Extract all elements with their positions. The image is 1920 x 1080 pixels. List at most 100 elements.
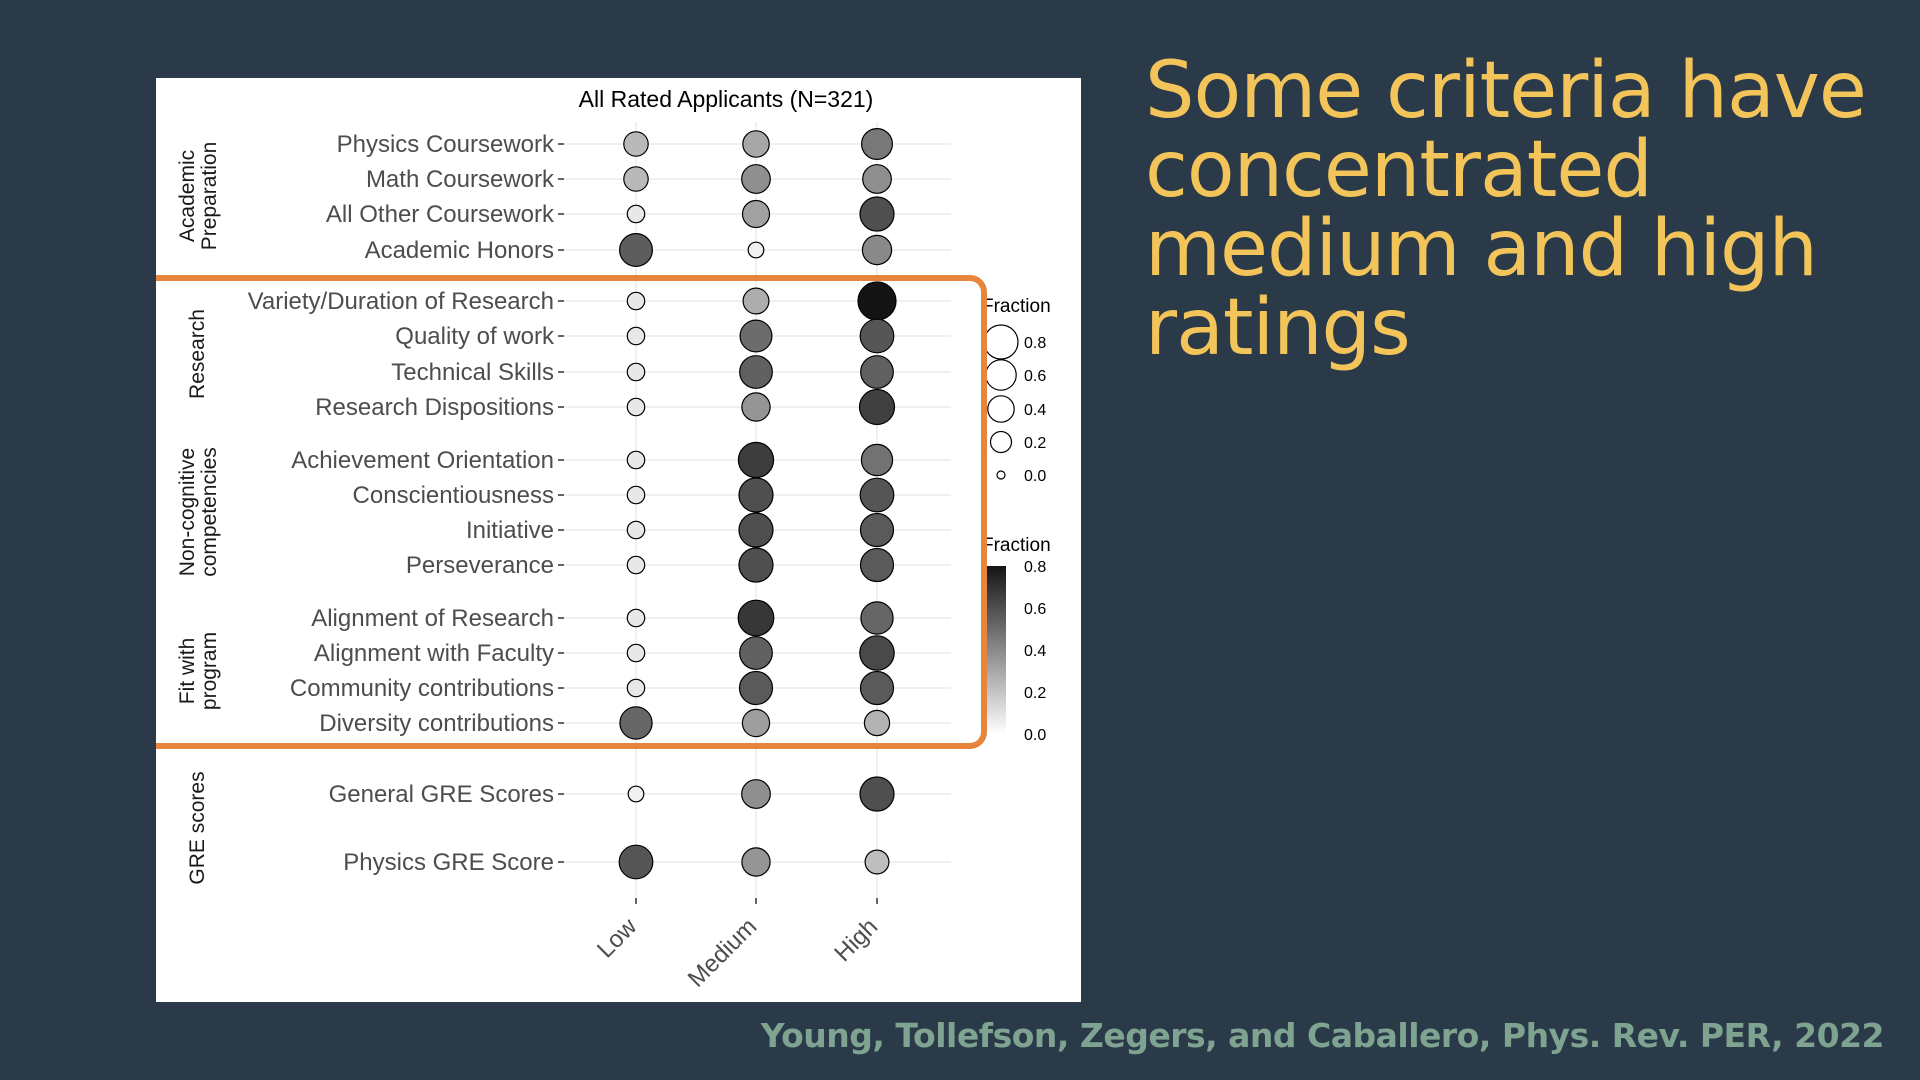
row-label: General GRE Scores bbox=[329, 781, 554, 808]
row-label: Achievement Orientation bbox=[291, 447, 554, 474]
bubble bbox=[741, 708, 771, 738]
size-legend-key bbox=[996, 470, 1006, 480]
bubble bbox=[738, 477, 774, 513]
bubble bbox=[859, 477, 895, 513]
bubble bbox=[626, 397, 646, 417]
row-label: Research Dispositions bbox=[315, 394, 554, 421]
bubble bbox=[741, 199, 771, 229]
bubble bbox=[626, 362, 646, 382]
color-legend-title: Fraction bbox=[982, 535, 1051, 556]
bubble bbox=[863, 709, 891, 737]
bubble bbox=[737, 599, 775, 637]
row-label: Alignment of Research bbox=[311, 605, 554, 632]
group-label: AcademicPreparation bbox=[176, 142, 221, 251]
size-legend-label: 0.6 bbox=[1024, 368, 1046, 385]
size-legend-key bbox=[987, 395, 1015, 423]
row-label: Technical Skills bbox=[391, 359, 554, 386]
bubble bbox=[859, 318, 895, 354]
row-label: Physics GRE Score bbox=[343, 849, 554, 876]
row-label: Conscientiousness bbox=[353, 482, 554, 509]
color-legend-label: 0.4 bbox=[1024, 643, 1046, 660]
group-label: GRE scores bbox=[186, 771, 209, 884]
bubble bbox=[626, 520, 646, 540]
bubble bbox=[739, 636, 773, 670]
bubble bbox=[739, 355, 773, 389]
row-label: Perseverance bbox=[406, 552, 554, 579]
size-legend-key bbox=[983, 324, 1019, 360]
bubble bbox=[623, 131, 649, 157]
bubble bbox=[860, 127, 893, 160]
bubble bbox=[739, 319, 773, 353]
row-label: Quality of work bbox=[395, 323, 555, 350]
bubble bbox=[737, 441, 775, 479]
bubble bbox=[626, 326, 646, 346]
bubble bbox=[618, 844, 654, 880]
bubble bbox=[742, 287, 770, 315]
x-tick-label: Low bbox=[592, 913, 643, 964]
bubble bbox=[626, 608, 646, 628]
bubble bbox=[857, 281, 897, 321]
bubble bbox=[738, 670, 774, 706]
row-label: Initiative bbox=[466, 517, 554, 544]
bubble bbox=[864, 849, 890, 875]
bubble bbox=[859, 547, 895, 583]
bubble bbox=[859, 776, 895, 812]
size-legend-key bbox=[989, 430, 1013, 454]
bubble bbox=[741, 779, 771, 809]
size-legend-key bbox=[985, 359, 1017, 391]
size-legend-title: Fraction bbox=[982, 296, 1051, 317]
bubble bbox=[626, 450, 646, 470]
size-legend-label: 0.0 bbox=[1024, 468, 1046, 485]
row-label: Diversity contributions bbox=[319, 710, 554, 737]
slide-title: Some criteria have concentrated medium a… bbox=[1145, 46, 1867, 373]
highlight-box bbox=[156, 275, 987, 749]
color-legend-label: 0.8 bbox=[1024, 559, 1046, 576]
bubble bbox=[859, 670, 895, 706]
size-legend-label: 0.4 bbox=[1024, 402, 1046, 419]
x-tick-label: High bbox=[829, 913, 883, 967]
row-label: All Other Coursework bbox=[326, 201, 555, 228]
row-label: Variety/Duration of Research bbox=[248, 288, 554, 315]
bubble bbox=[862, 164, 892, 194]
bubble bbox=[627, 785, 645, 803]
size-legend-label: 0.2 bbox=[1024, 435, 1046, 452]
bubble bbox=[619, 706, 653, 740]
bubble bbox=[741, 164, 771, 194]
bubble bbox=[738, 512, 774, 548]
bubble bbox=[861, 234, 893, 266]
bubble bbox=[626, 555, 646, 575]
row-label: Math Coursework bbox=[366, 166, 555, 193]
row-label: Community contributions bbox=[290, 675, 554, 702]
color-legend-label: 0.2 bbox=[1024, 685, 1046, 702]
figure-panel: All Rated Applicants (N=321) Low Medium Hig… bbox=[156, 78, 1081, 1002]
bubble bbox=[859, 512, 895, 548]
bubble bbox=[623, 166, 649, 192]
bubble bbox=[626, 291, 646, 311]
bubble bbox=[741, 847, 771, 877]
bubble bbox=[738, 547, 774, 583]
bubble bbox=[860, 601, 894, 635]
bubble bbox=[859, 196, 895, 232]
color-legend-label: 0.6 bbox=[1024, 601, 1046, 618]
bubble bbox=[860, 443, 894, 477]
bubble bbox=[741, 392, 771, 422]
size-legend-label: 0.8 bbox=[1024, 335, 1046, 352]
color-legend-label: 0.0 bbox=[1024, 727, 1046, 744]
group-label: Non-cognitivecompetencies bbox=[176, 447, 221, 577]
row-label: Physics Coursework bbox=[337, 131, 555, 158]
bubble bbox=[858, 388, 896, 426]
bubble bbox=[626, 485, 646, 505]
chart-title: All Rated Applicants (N=321) bbox=[579, 86, 874, 112]
bubble bbox=[626, 643, 646, 663]
group-label: Fit withprogram bbox=[176, 632, 221, 710]
bubble bbox=[747, 241, 765, 259]
x-tick-label: Medium bbox=[683, 913, 762, 992]
row-label: Alignment with Faculty bbox=[314, 640, 554, 667]
bubble bbox=[860, 355, 894, 389]
row-label: Academic Honors bbox=[365, 237, 554, 264]
bubble bbox=[626, 204, 646, 224]
bubble bbox=[742, 130, 770, 158]
citation: Young, Tollefson, Zegers, and Caballero,… bbox=[760, 1016, 1885, 1055]
bubble bbox=[859, 635, 895, 671]
